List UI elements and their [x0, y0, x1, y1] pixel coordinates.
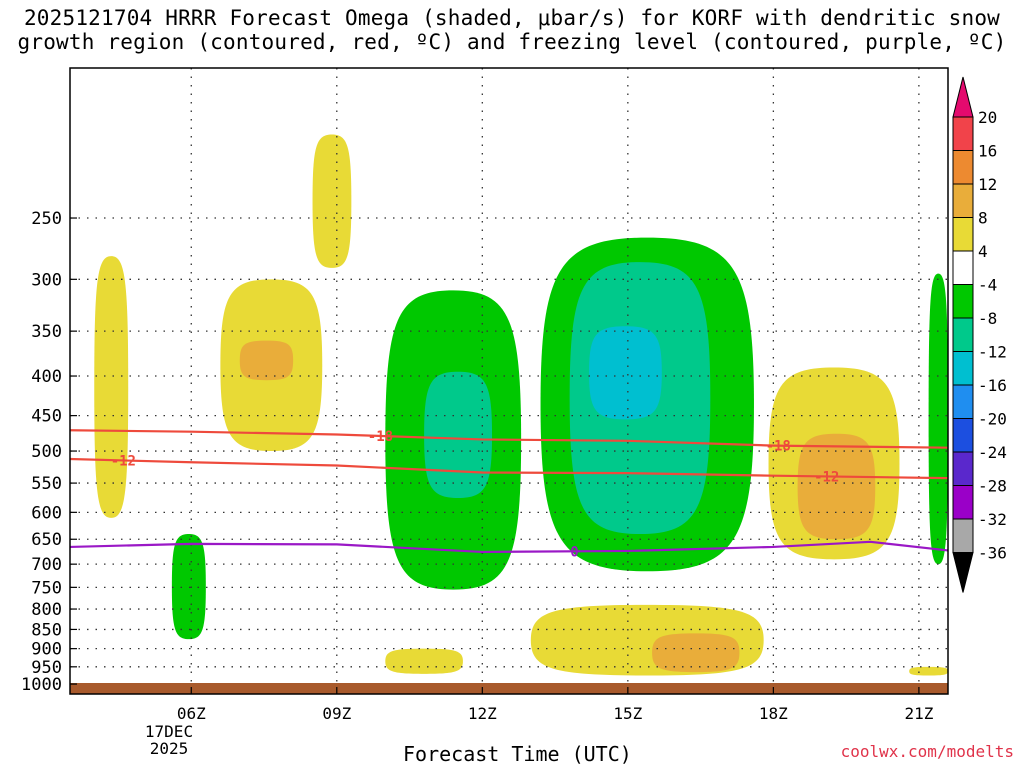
x-tick-label-12Z: 12Z — [468, 704, 497, 723]
isotherm-line--12-1 — [70, 457, 948, 480]
x-tick-label-21Z: 21Z — [904, 704, 933, 723]
colorbar-label: 8 — [978, 209, 988, 228]
y-tick-label-700: 700 — [31, 555, 62, 575]
colorbar-swatch — [952, 217, 974, 252]
omega-region-yellow-top-09z — [312, 134, 352, 268]
y-tick-label-550: 550 — [31, 474, 62, 494]
y-tick-label-1000: 1000 — [21, 675, 62, 695]
y-tick-label-800: 800 — [31, 600, 62, 620]
ground-strip — [70, 683, 948, 694]
colorbar-label: -20 — [978, 410, 1007, 429]
colorbar-label: -16 — [978, 376, 1007, 395]
y-axis: 2503003504004505005506006507007508008509… — [21, 209, 77, 695]
colorbar-label: 20 — [978, 108, 997, 127]
omega-region-green-right-edge — [928, 273, 948, 565]
omega-region-green-left — [171, 534, 206, 640]
x-tick-label-18Z: 18Z — [759, 704, 788, 723]
omega-region-cyan-b — [589, 326, 662, 420]
date-label-day: 17DEC — [144, 722, 194, 741]
y-tick-label-650: 650 — [31, 530, 62, 550]
y-tick-label-600: 600 — [31, 503, 62, 523]
y-tick-label-900: 900 — [31, 640, 62, 660]
y-tick-label-450: 450 — [31, 407, 62, 427]
y-tick-label-350: 350 — [31, 322, 62, 342]
colorbar-swatch — [952, 351, 974, 386]
isotherm-label--12: -12 — [814, 469, 839, 485]
colorbar-label: -4 — [978, 276, 997, 295]
colorbar-swatch — [952, 150, 974, 185]
chart-title-line-2: growth region (contoured, red, ºC) and f… — [17, 30, 1007, 54]
colorbar-label: -8 — [978, 309, 997, 328]
omega-region-yellow-low-11z — [385, 648, 463, 674]
colorbar-swatch — [952, 284, 974, 319]
y-tick-label-400: 400 — [31, 367, 62, 387]
x-axis-label: Forecast Time (UTC) — [403, 742, 632, 766]
colorbar-swatch — [952, 384, 974, 419]
omega-region-teal-a — [424, 371, 493, 499]
colorbar-swatch — [952, 250, 974, 285]
colorbar-swatch — [952, 116, 974, 151]
colorbar-label: 12 — [978, 175, 997, 194]
y-tick-label-950: 950 — [31, 658, 62, 678]
colorbar-swatch — [952, 183, 974, 218]
colorbar-bottom-arrow — [952, 552, 974, 593]
x-tick-label-15Z: 15Z — [613, 704, 642, 723]
colorbar-label: -12 — [978, 343, 1007, 362]
colorbar: 20 16 12 8 4 -4 -8 -12 -16 -20 -24 -28 -32 -36 — [952, 76, 1007, 593]
isotherm-label-0: 0 — [570, 544, 578, 560]
y-tick-label-850: 850 — [31, 620, 62, 640]
y-tick-label-500: 500 — [31, 442, 62, 462]
colorbar-swatch — [952, 485, 974, 520]
colorbar-label: 4 — [978, 242, 988, 261]
omega-region-orange-low-16z — [652, 633, 740, 673]
x-axis: 06Z 09Z 12Z 15Z 18Z 21Z — [177, 687, 934, 723]
x-tick-label-09Z: 09Z — [322, 704, 351, 723]
colorbar-label: -36 — [978, 544, 1007, 563]
y-tick-label-300: 300 — [31, 270, 62, 290]
colorbar-swatch — [952, 317, 974, 352]
colorbar-label: -28 — [978, 477, 1007, 496]
omega-region-orange-19z — [797, 433, 876, 540]
colorbar-swatch — [952, 518, 974, 553]
isotherm-label--18: -18 — [766, 439, 791, 455]
isotherm-line-0-4 — [70, 540, 948, 554]
x-tick-label-06Z: 06Z — [177, 704, 206, 723]
plot-frame — [69, 67, 949, 695]
colorbar-label: 16 — [978, 142, 997, 161]
date-label-year: 2025 — [149, 739, 189, 758]
omega-region-yellow-upper-left — [94, 256, 129, 518]
omega-region-yellow-low-21z — [909, 666, 948, 676]
colorbar-swatch — [952, 418, 974, 453]
y-tick-label-250: 250 — [31, 209, 62, 229]
plot-area: -18 -12 -12 -18 0 — [69, 67, 949, 695]
colorbar-swatch — [952, 451, 974, 486]
y-tick-label-750: 750 — [31, 578, 62, 598]
colorbar-label: -32 — [978, 510, 1007, 529]
credit-link[interactable]: coolwx.com/modelts — [840, 742, 1014, 761]
omega-region-orange-07z — [239, 340, 294, 381]
colorbar-label: -24 — [978, 443, 1007, 462]
isotherm-label--12: -12 — [111, 453, 136, 469]
chart-title-line-1: 2025121704 HRRR Forecast Omega (shaded, … — [23, 6, 1001, 30]
isotherm-label--18: -18 — [368, 429, 393, 445]
colorbar-top-arrow — [952, 76, 974, 118]
isotherm-line--18-0 — [70, 429, 948, 449]
isotherm-contours: -18 -12 -12 -18 0 — [70, 429, 948, 560]
